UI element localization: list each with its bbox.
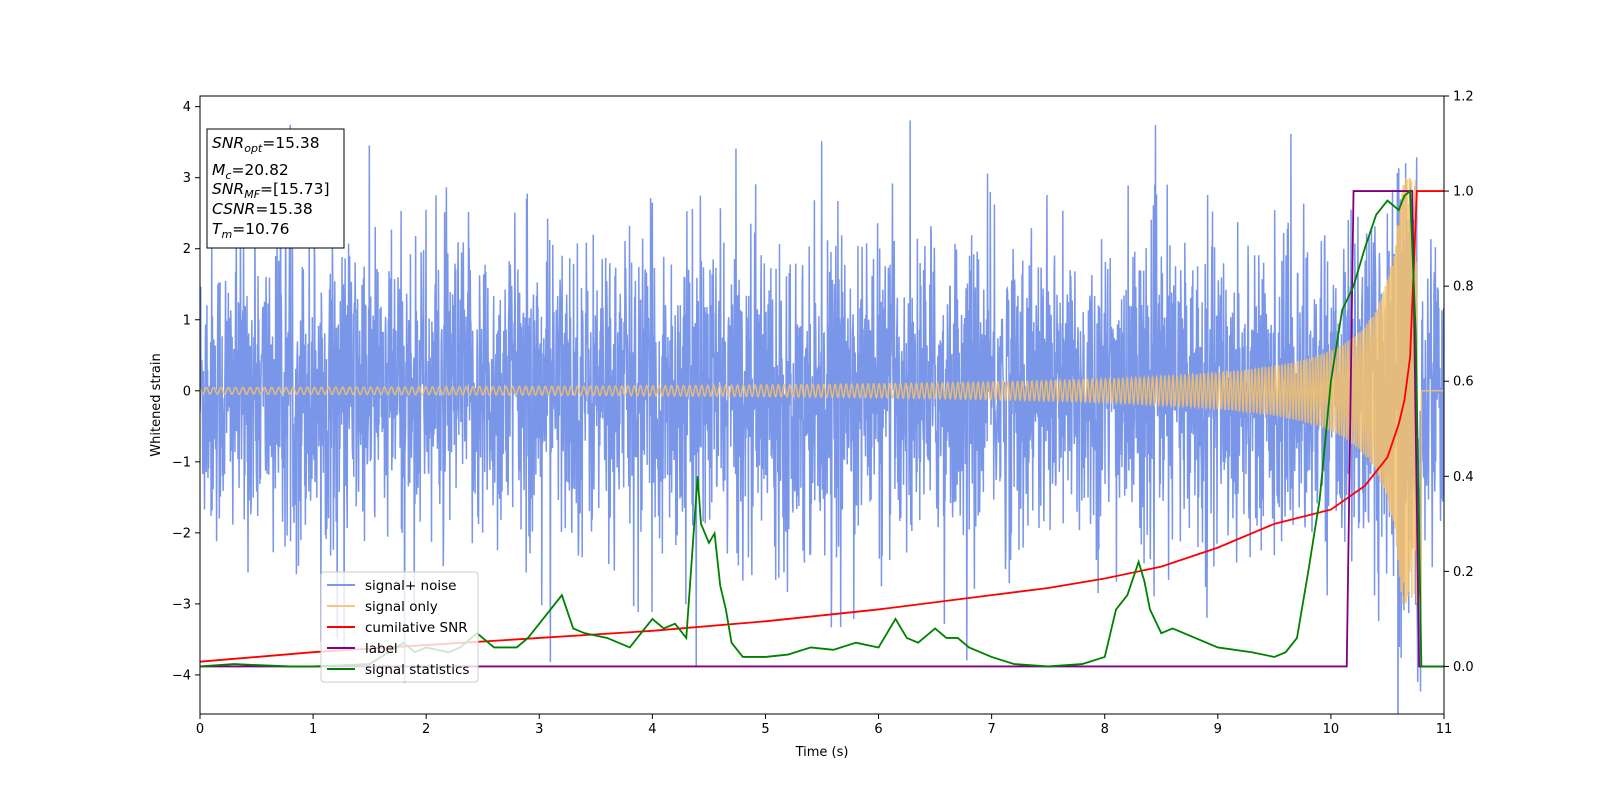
y-left-tick-label: 2 [183,242,191,257]
y-left-tick-label: −2 [172,526,191,541]
y-left-tick-label: 0 [183,384,191,399]
x-tick-label: 1 [309,722,317,737]
series-signal-only [200,177,1444,604]
annotation-line: SNRMF=[15.73] [212,180,330,201]
x-tick-label: 0 [196,722,204,737]
x-axis-label: Time (s) [795,745,849,760]
x-tick-label: 4 [648,722,656,737]
legend-label: cumilative SNR [365,620,468,636]
legend: signal+ noise signal only cumilative SNR la… [320,571,479,683]
y-right-tick-label: 0.8 [1453,280,1474,295]
y-left-tick-label: −3 [172,597,191,612]
y-left-tick-label: −4 [172,668,191,683]
x-tick-label: 11 [1436,722,1453,737]
legend-frame [320,571,479,683]
y-right-tick-label: 1.0 [1453,185,1474,200]
y-right-tick-label: 0.4 [1453,470,1474,485]
legend-label: signal+ noise [365,578,456,594]
annotation-line: Tm=10.76 [212,220,290,241]
annotation-line: Mc=20.82 [212,161,289,182]
legend-label: label [365,641,398,657]
x-tick-label: 7 [987,722,995,737]
y-left-tick-label: 1 [183,313,191,328]
x-axis: 0 1 2 3 4 5 6 7 8 9 10 11 [196,714,1452,737]
legend-label: signal statistics [365,662,469,678]
x-tick-label: 10 [1323,722,1340,737]
x-tick-label: 2 [422,722,430,737]
x-tick-label: 5 [761,722,769,737]
y-left-tick-label: 3 [183,171,191,186]
annotation-box: SNRopt=15.38 Mc=20.82SNRMF=[15.73]CSNR=15… [206,128,345,249]
annotation-line: CSNR=15.38 [212,200,313,218]
x-tick-label: 3 [535,722,543,737]
y-right-tick-label: 0.6 [1453,375,1474,390]
y-right-tick-label: 1.2 [1453,90,1474,105]
y-axis-label: Whitened strain [149,353,164,456]
series-layer [200,120,1444,714]
y-right-tick-label: 0.2 [1453,565,1474,580]
y-axis-left: 4 3 2 1 0 −1 −2 −3 −4 [172,100,200,683]
legend-label: signal only [365,599,438,615]
x-tick-label: 6 [874,722,882,737]
series-cumilative-snr [200,190,1444,663]
x-tick-label: 9 [1214,722,1222,737]
y-axis-right: 1.2 1.0 0.8 0.6 0.4 0.2 0.0 [1444,90,1474,675]
y-left-tick-label: 4 [183,100,191,115]
annotation-frame [206,128,345,249]
series-signal-statistics [200,189,1444,668]
y-left-tick-label: −1 [172,455,191,470]
x-tick-label: 8 [1101,722,1109,737]
annotation-line: SNRopt=15.38 [212,134,320,155]
plot-frame [199,95,1445,715]
y-right-tick-label: 0.0 [1453,660,1474,675]
